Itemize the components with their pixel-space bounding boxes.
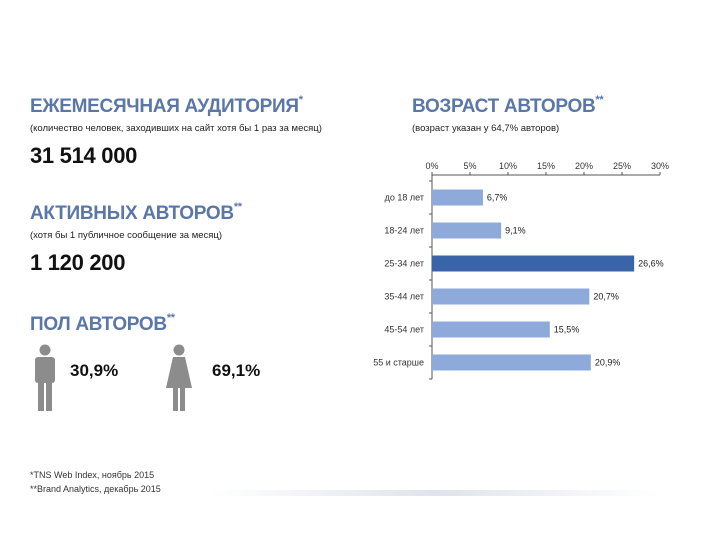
- x-tick-label: 15%: [537, 161, 555, 171]
- bar: [432, 321, 550, 338]
- x-tick-label: 25%: [613, 161, 631, 171]
- age-subtitle: (возраст указан у 64,7% авторов): [412, 123, 560, 134]
- audience-value: 31 514 000: [30, 143, 138, 168]
- category-label: 45-54 лет: [384, 325, 424, 335]
- value-label: 20,9%: [595, 358, 621, 368]
- audience-section: ЕЖЕМЕСЯЧНАЯ АУДИТОРИЯ* (количество челов…: [30, 94, 322, 169]
- value-label: 20,7%: [593, 292, 619, 302]
- male-percentage: 30,9%: [70, 361, 119, 380]
- x-tick-label: 30%: [651, 161, 669, 171]
- category-label: 25-34 лет: [384, 259, 424, 269]
- female-person-icon: [166, 344, 192, 411]
- value-label: 6,7%: [487, 193, 508, 203]
- value-label: 9,1%: [505, 226, 526, 236]
- active-authors-title: АКТИВНЫХ АВТОРОВ**: [30, 201, 242, 224]
- category-label: 35-44 лет: [384, 292, 424, 302]
- male-person-icon: [35, 344, 55, 411]
- value-label: 26,6%: [638, 259, 664, 269]
- x-tick-label: 5%: [463, 161, 476, 171]
- active-authors-section: АКТИВНЫХ АВТОРОВ** (хотя бы 1 публичное …: [30, 201, 242, 276]
- value-label: 15,5%: [554, 325, 580, 335]
- x-tick-label: 10%: [499, 161, 517, 171]
- gender-title: ПОЛ АВТОРОВ**: [30, 312, 175, 335]
- category-label: 18-24 лет: [384, 226, 424, 236]
- bar: [432, 288, 590, 305]
- x-tick-label: 0%: [425, 161, 438, 171]
- active-authors-subtitle: (хотя бы 1 публичное сообщение за месяц): [30, 230, 223, 241]
- gender-section: ПОЛ АВТОРОВ**: [30, 312, 175, 336]
- age-title: ВОЗРАСТ АВТОРОВ**: [412, 94, 604, 117]
- female-percentage: 69,1%: [212, 361, 261, 380]
- age-section-header: ВОЗРАСТ АВТОРОВ** (возраст указан у 64,7…: [412, 94, 604, 134]
- audience-title: ЕЖЕМЕСЯЧНАЯ АУДИТОРИЯ*: [30, 94, 303, 117]
- category-label: до 18 лет: [385, 193, 424, 203]
- bottom-divider: [210, 490, 660, 496]
- footnotes: *TNS Web Index, ноябрь 2015 **Brand Anal…: [30, 470, 161, 494]
- bar: [432, 222, 502, 239]
- footnote-tns: *TNS Web Index, ноябрь 2015: [30, 470, 155, 480]
- active-authors-value: 1 120 200: [30, 250, 126, 275]
- bar: [432, 189, 483, 206]
- bar: [432, 255, 635, 272]
- category-label: 55 и старше: [373, 358, 424, 368]
- age-bar-chart: 0% 5% 10% 15% 20% 25% 30% до 18 лет 6,7% 18-24 ле…: [373, 161, 669, 380]
- bar: [432, 354, 591, 371]
- x-tick-label: 20%: [575, 161, 593, 171]
- audience-subtitle: (количество человек, заходивших на сайт …: [30, 123, 322, 134]
- footnote-brand-analytics: **Brand Analytics, декабрь 2015: [30, 484, 161, 494]
